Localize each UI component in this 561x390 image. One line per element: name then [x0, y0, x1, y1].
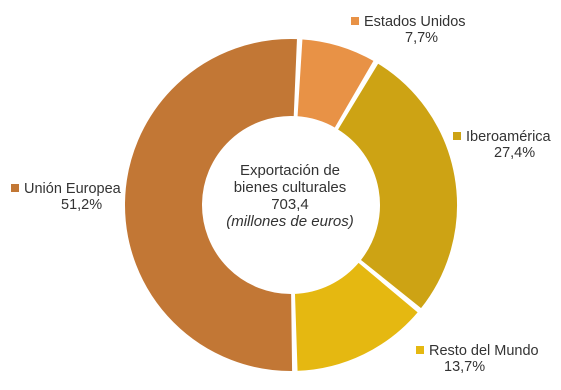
slice-value-estados-unidos: 7,7%	[405, 30, 439, 46]
slice-value-resto-del-mundo: 13,7%	[444, 359, 486, 375]
slice-label-estados-unidos: Estados Unidos	[364, 14, 466, 30]
legend-swatch-resto-del-mundo	[416, 346, 424, 354]
donut-center-label: Exportación de bienes culturales 703,4 (…	[205, 162, 375, 230]
donut-slice-estados-unidos	[295, 37, 377, 131]
center-line1: Exportación de	[239, 162, 341, 179]
slice-value-iberoamerica: 27,4%	[494, 145, 536, 161]
slice-label-iberoamerica: Iberoamérica	[466, 129, 551, 145]
label-union-europea: Unión Europea 51,2%	[11, 181, 121, 213]
slice-label-resto-del-mundo: Resto del Mundo	[429, 343, 539, 359]
donut-slice-resto-del-mundo	[292, 260, 421, 373]
center-unit: (millones de euros)	[226, 213, 354, 230]
label-iberoamerica: Iberoamérica 27,4%	[453, 129, 551, 161]
center-line2: bienes culturales	[233, 179, 347, 196]
slice-label-union-europea: Unión Europea	[24, 181, 121, 197]
center-value: 703,4	[271, 196, 309, 213]
label-estados-unidos: Estados Unidos 7,7%	[351, 14, 466, 46]
donut-slice-iberoamerica	[335, 60, 459, 311]
legend-swatch-iberoamerica	[453, 132, 461, 140]
donut-slice-union-europea	[123, 37, 300, 373]
label-resto-del-mundo: Resto del Mundo 13,7%	[416, 343, 539, 375]
legend-swatch-union-europea	[11, 184, 19, 192]
legend-swatch-estados-unidos	[351, 17, 359, 25]
slice-value-union-europea: 51,2%	[61, 197, 103, 213]
